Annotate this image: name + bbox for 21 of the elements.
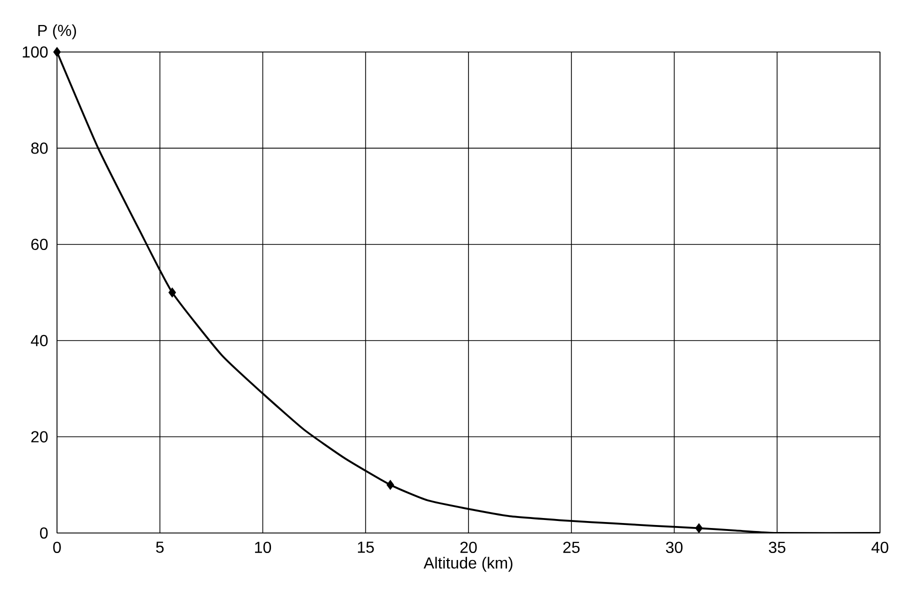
x-tick-label: 20 [460, 542, 477, 554]
x-tick-label: 0 [53, 542, 61, 554]
y-tick-label: 60 [31, 238, 48, 250]
y-tick-label: 100 [22, 46, 48, 58]
y-tick-label: 0 [40, 527, 48, 539]
x-tick-label: 40 [871, 542, 888, 554]
x-tick-label: 35 [768, 542, 786, 554]
y-axis-title: P (%) [38, 24, 76, 40]
y-tick-label: 40 [30, 334, 48, 346]
point [53, 47, 61, 57]
y-tick-label: 80 [31, 142, 48, 154]
point [695, 523, 703, 534]
point [168, 288, 176, 298]
x-tick-label: 5 [156, 542, 164, 553]
y-tick-label: 20 [31, 431, 48, 442]
point [386, 480, 394, 490]
x-tick-label: 10 [255, 542, 272, 554]
x-tick-label: 30 [666, 542, 683, 554]
x-tick-label: 15 [358, 542, 374, 553]
x-axis-title: Altitude (km) [424, 556, 512, 572]
x-tick-label: 25 [563, 542, 580, 554]
